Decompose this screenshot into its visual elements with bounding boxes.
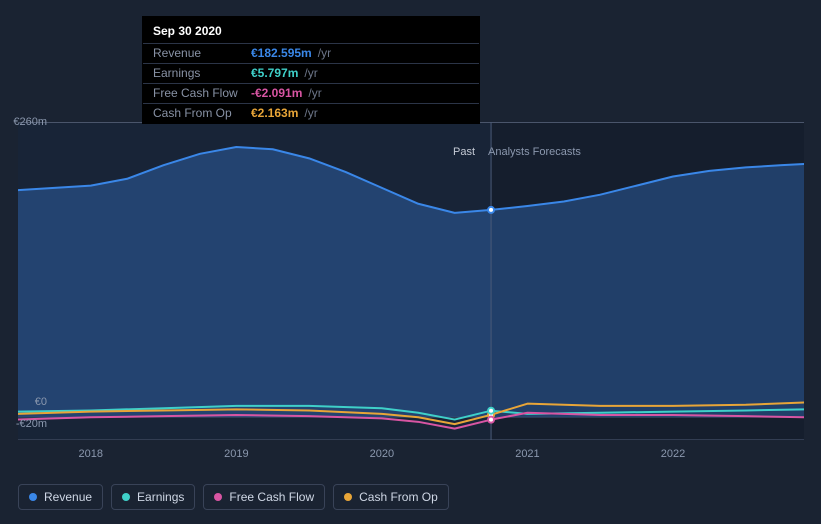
tooltip-row: Earnings €5.797m/yr [143,63,479,83]
region-label-past: Past [453,146,475,158]
legend-item-fcf[interactable]: Free Cash Flow [203,484,325,510]
tooltip-row-value: €5.797m [251,66,298,80]
x-tick-label: 2021 [515,448,539,460]
tooltip-row-suffix: /yr [318,46,331,60]
chart-svg [18,122,804,440]
y-tick-label: €0 [35,396,47,408]
tooltip-row-suffix: /yr [304,106,317,120]
region-label-forecast: Analysts Forecasts [488,146,581,158]
legend-item-label: Revenue [44,490,92,504]
financials-chart[interactable] [18,122,804,440]
legend-dot-icon [344,493,352,501]
chart-legend: Revenue Earnings Free Cash Flow Cash From O… [18,484,449,510]
tooltip-row: Revenue €182.595m/yr [143,43,479,63]
tooltip-row: Cash From Op €2.163m/yr [143,103,479,123]
legend-item-label: Earnings [137,490,184,504]
y-tick-label: -€20m [16,418,47,430]
legend-item-earnings[interactable]: Earnings [111,484,195,510]
legend-item-revenue[interactable]: Revenue [18,484,103,510]
tooltip-title: Sep 30 2020 [143,17,479,43]
tooltip-row-suffix: /yr [308,86,321,100]
tooltip-row: Free Cash Flow -€2.091m/yr [143,83,479,103]
tooltip-row-value: €2.163m [251,106,298,120]
tooltip-row-label: Earnings [153,66,245,80]
legend-item-cfo[interactable]: Cash From Op [333,484,449,510]
legend-item-label: Free Cash Flow [229,490,314,504]
tooltip-row-suffix: /yr [304,66,317,80]
tooltip-row-value: €182.595m [251,46,312,60]
tooltip-row-label: Free Cash Flow [153,86,245,100]
legend-dot-icon [214,493,222,501]
x-tick-label: 2019 [224,448,248,460]
tooltip-row-value: -€2.091m [251,86,302,100]
x-tick-label: 2022 [661,448,685,460]
x-tick-label: 2018 [79,448,103,460]
tooltip-row-label: Cash From Op [153,106,245,120]
x-axis-labels: 2018 2019 2020 2021 2022 [18,448,804,468]
legend-dot-icon [29,493,37,501]
tooltip-row-label: Revenue [153,46,245,60]
y-tick-label: €260m [13,116,47,128]
x-tick-label: 2020 [370,448,394,460]
chart-tooltip: Sep 30 2020 Revenue €182.595m/yr Earnings €… [142,16,480,124]
legend-dot-icon [122,493,130,501]
legend-item-label: Cash From Op [359,490,438,504]
